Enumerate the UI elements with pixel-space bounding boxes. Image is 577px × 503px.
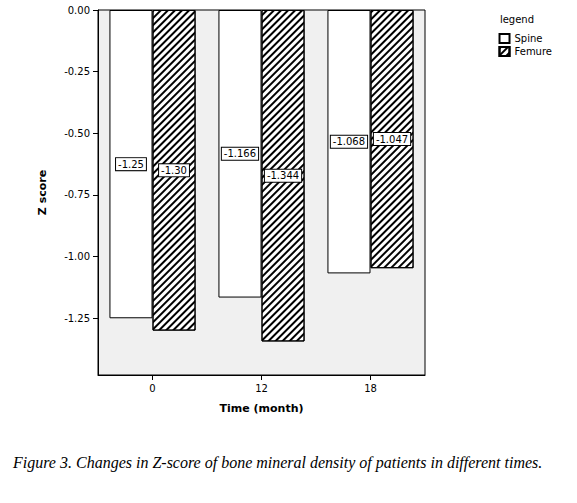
- svg-text:-1.166: -1.166: [224, 148, 256, 159]
- svg-text:-1.25: -1.25: [64, 313, 90, 324]
- svg-text:-1.00: -1.00: [64, 251, 90, 262]
- svg-text:Time (month): Time (month): [219, 402, 303, 415]
- svg-text:Z score: Z score: [36, 170, 49, 215]
- svg-text:12: 12: [255, 383, 268, 394]
- svg-text:-0.25: -0.25: [64, 66, 90, 77]
- svg-text:0: 0: [149, 383, 155, 394]
- svg-text:0.00: 0.00: [68, 5, 90, 16]
- svg-text:-1.25: -1.25: [118, 159, 144, 170]
- svg-text:-0.75: -0.75: [64, 189, 90, 200]
- svg-text:-1.068: -1.068: [333, 136, 365, 147]
- svg-text:Femure: Femure: [515, 46, 552, 57]
- svg-text:legend: legend: [500, 14, 534, 25]
- svg-text:Spine: Spine: [515, 33, 543, 44]
- svg-text:-0.50: -0.50: [64, 128, 90, 139]
- svg-text:18: 18: [364, 383, 377, 394]
- svg-text:-1.30: -1.30: [161, 165, 187, 176]
- svg-text:Figure 3. Changes in Z-score o: Figure 3. Changes in Z-score of bone min…: [12, 454, 542, 472]
- svg-text:-1.344: -1.344: [267, 170, 299, 181]
- svg-text:-1.047: -1.047: [376, 134, 408, 145]
